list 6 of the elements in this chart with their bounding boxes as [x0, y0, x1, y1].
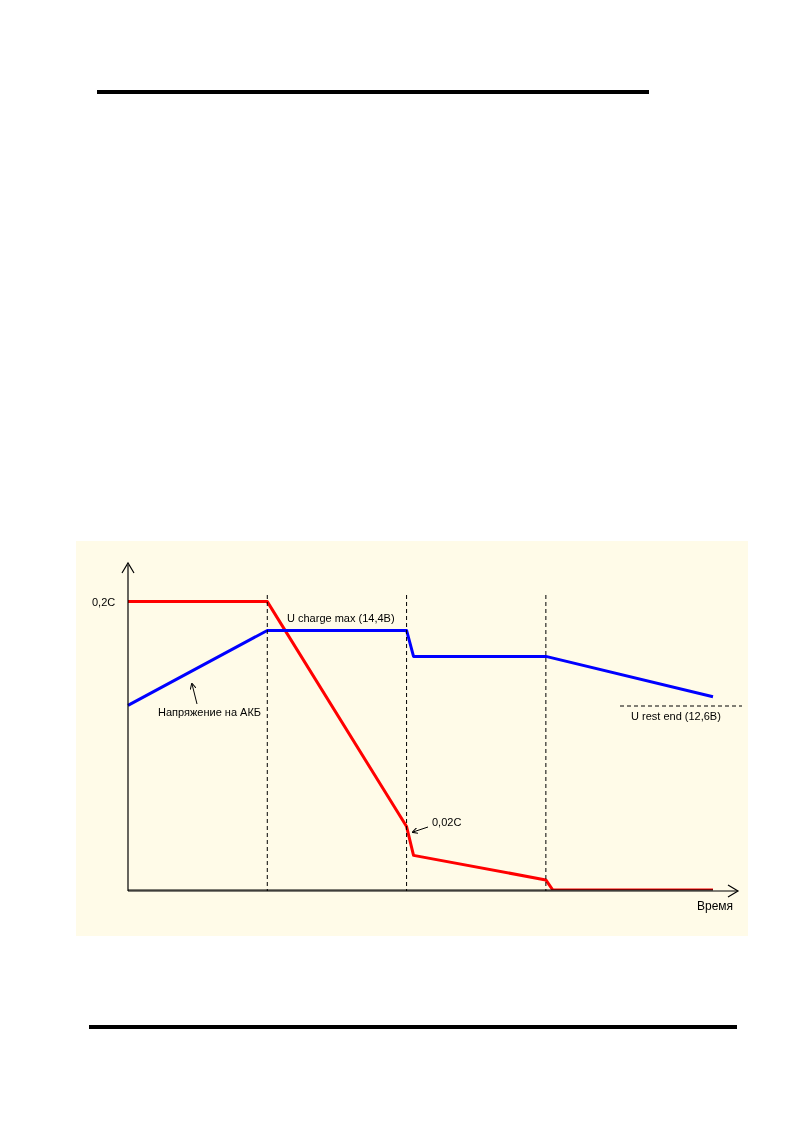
annotation: U rest end (12,6В)	[631, 710, 721, 722]
x-axis-title: Время	[697, 899, 734, 913]
annotation: 0,02C	[432, 816, 462, 828]
annotation: Напряжение на АКБ	[158, 706, 262, 718]
text: 0,2C	[92, 596, 116, 608]
annotation: U charge max (14,4В)	[287, 612, 395, 624]
